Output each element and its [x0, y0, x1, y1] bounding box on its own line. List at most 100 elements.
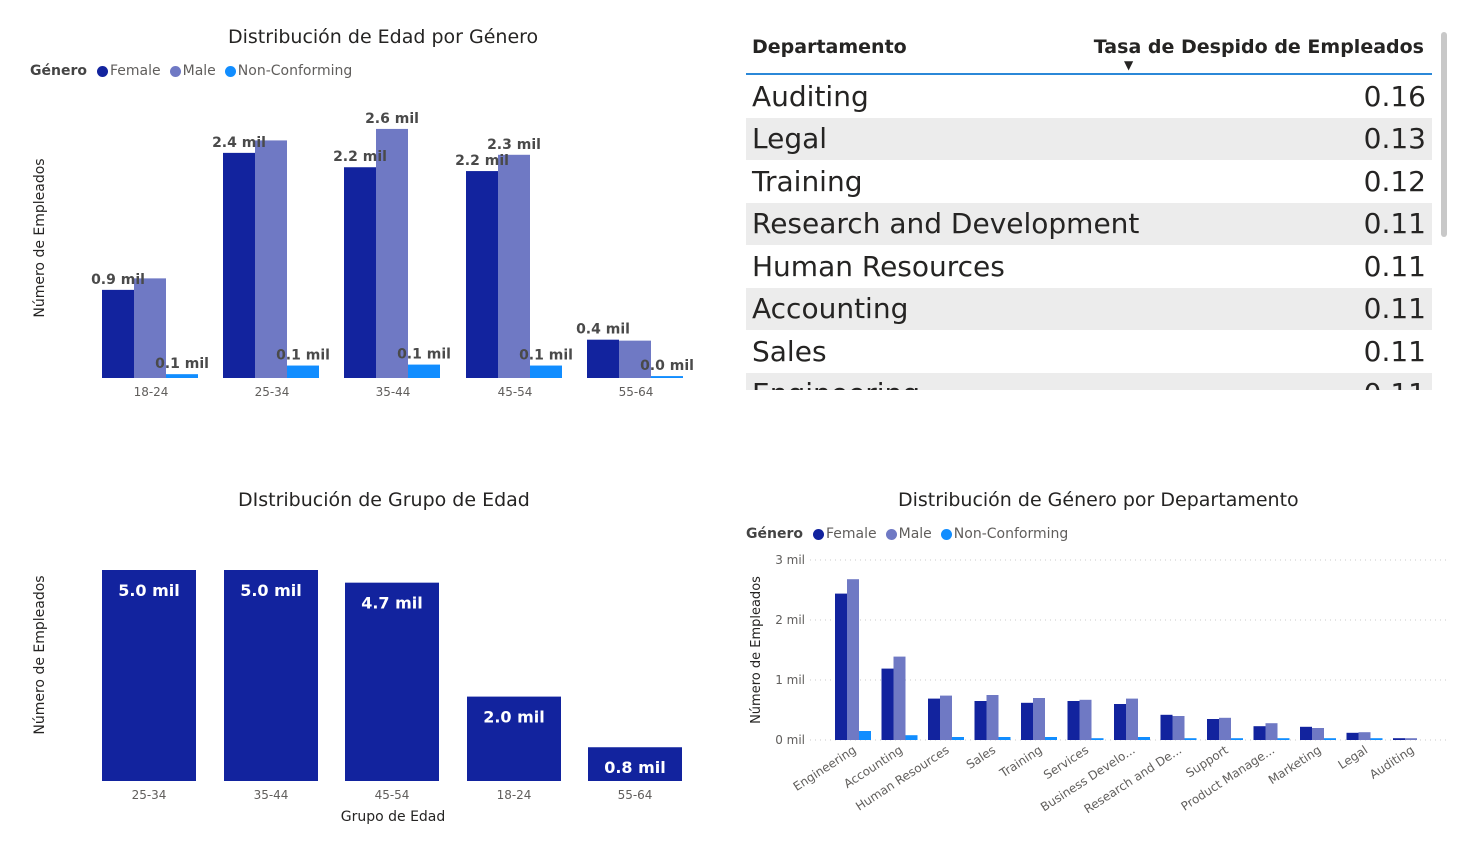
- legend-item-non-conforming[interactable]: Non-Conforming: [940, 526, 1068, 542]
- dot-icon: [812, 528, 824, 540]
- bar-male[interactable]: [1312, 728, 1324, 740]
- legend-title: Género: [746, 526, 803, 542]
- sort-descending-icon[interactable]: ▼: [1124, 58, 1134, 72]
- legend-item-non-conforming[interactable]: Non-Conforming: [224, 63, 352, 79]
- bar-female[interactable]: [928, 698, 940, 740]
- legend-label: Male: [898, 526, 932, 542]
- bar-male[interactable]: [1126, 698, 1138, 740]
- bar-female-45-54[interactable]: [466, 171, 498, 378]
- cell-tasa: 0.13: [1363, 122, 1426, 156]
- cell-tasa: 0.11: [1363, 207, 1426, 241]
- bar-non-conforming-25-34[interactable]: [287, 365, 319, 378]
- bar-male[interactable]: [1405, 738, 1417, 740]
- bar-non-conforming[interactable]: [1324, 738, 1336, 740]
- cell-tasa: 0.11: [1363, 334, 1426, 368]
- bar-55-64[interactable]: [588, 747, 682, 781]
- cell-departamento: Engineering: [752, 377, 920, 390]
- bar-non-conforming[interactable]: [1138, 737, 1150, 740]
- bar-male-55-64[interactable]: [619, 340, 651, 378]
- bar-45-54[interactable]: [345, 582, 439, 781]
- table-row[interactable]: Engineering 0.11: [746, 372, 1432, 390]
- bar-non-conforming[interactable]: [859, 731, 871, 740]
- y-axis-label: Número de Empleados: [32, 158, 48, 317]
- x-tick-label: 25-34: [255, 385, 290, 399]
- bar-non-conforming-55-64[interactable]: [651, 376, 683, 378]
- bar-male[interactable]: [986, 695, 999, 740]
- bar-male[interactable]: [1265, 723, 1278, 740]
- data-label: 0.9 mil: [91, 272, 145, 288]
- table-row[interactable]: Human Resources 0.11: [746, 245, 1432, 288]
- bar-non-conforming-45-54[interactable]: [530, 365, 562, 378]
- bar-male[interactable]: [893, 656, 906, 740]
- bar-female-18-24[interactable]: [102, 289, 134, 378]
- bar-female-25-34[interactable]: [223, 152, 255, 378]
- table-row[interactable]: Legal 0.13: [746, 117, 1432, 160]
- legend-item-male[interactable]: Male: [885, 526, 932, 542]
- bar-male[interactable]: [1172, 716, 1185, 740]
- bar-non-conforming-35-44[interactable]: [408, 364, 440, 378]
- legend-item-female[interactable]: Female: [96, 63, 161, 79]
- table-scrollbar[interactable]: [1441, 32, 1447, 237]
- bar-non-conforming[interactable]: [1184, 738, 1197, 740]
- column-header-departamento[interactable]: Departamento: [752, 36, 907, 58]
- bar-female-55-64[interactable]: [587, 339, 619, 378]
- bar-non-conforming-18-24[interactable]: [166, 374, 198, 378]
- bar-male[interactable]: [1219, 717, 1231, 740]
- bar-non-conforming[interactable]: [905, 735, 918, 740]
- bar-35-44[interactable]: [224, 570, 318, 781]
- bar-female[interactable]: [974, 701, 987, 740]
- legend-item-male[interactable]: Male: [169, 63, 216, 79]
- x-tick-label: Training: [996, 743, 1044, 781]
- bar-female[interactable]: [1253, 726, 1266, 740]
- cell-tasa: 0.11: [1364, 377, 1426, 390]
- bar-male[interactable]: [1358, 732, 1371, 740]
- bar-male-25-34[interactable]: [255, 140, 287, 378]
- bar-non-conforming[interactable]: [1091, 738, 1104, 740]
- y-tick-label: 1 mil: [775, 673, 805, 687]
- age-gender-chart: Número de Empleados 0.9 mil 0.1 mil 18-24 2…: [32, 111, 694, 399]
- bar-non-conforming[interactable]: [1277, 738, 1290, 740]
- bar-male[interactable]: [1033, 698, 1045, 740]
- bar-non-conforming[interactable]: [1231, 738, 1243, 740]
- table-row[interactable]: Research and Development 0.11: [746, 202, 1432, 245]
- bar-non-conforming[interactable]: [952, 737, 964, 740]
- bar-male-45-54[interactable]: [498, 154, 530, 378]
- bar-25-34[interactable]: [102, 570, 196, 781]
- department-table: Departamento Tasa de Despido de Empleado…: [746, 28, 1432, 390]
- bar-non-conforming[interactable]: [998, 737, 1011, 740]
- bar-female[interactable]: [1021, 702, 1033, 740]
- bar-male[interactable]: [1079, 699, 1092, 740]
- y-tick-label: 0 mil: [775, 733, 805, 747]
- bar-male[interactable]: [847, 579, 859, 740]
- table-row[interactable]: Accounting 0.11: [746, 287, 1432, 330]
- chart1-legend: Género Female Male Non-Conforming: [30, 63, 357, 79]
- bar-female[interactable]: [1160, 714, 1173, 740]
- bar-non-conforming[interactable]: [1045, 737, 1057, 740]
- bar-female-35-44[interactable]: [344, 167, 376, 378]
- bar-male-18-24[interactable]: [134, 278, 166, 378]
- bar-male[interactable]: [940, 695, 952, 740]
- bar-female[interactable]: [1114, 704, 1126, 740]
- bar-female[interactable]: [1393, 738, 1405, 740]
- table-row[interactable]: Training 0.12: [746, 160, 1432, 203]
- table-row[interactable]: Sales 0.11: [746, 330, 1432, 373]
- cell-departamento: Accounting: [752, 292, 909, 326]
- bar-18-24[interactable]: [467, 696, 561, 781]
- data-label: 0.1 mil: [397, 347, 451, 363]
- bar-female[interactable]: [1300, 726, 1312, 740]
- bar-female[interactable]: [1346, 732, 1359, 740]
- bar-female[interactable]: [835, 593, 847, 740]
- x-tick-label: 18-24: [134, 385, 169, 399]
- x-tick-label: Auditing: [1367, 743, 1417, 782]
- bar-female[interactable]: [881, 668, 894, 740]
- data-label: 0.1 mil: [276, 348, 330, 364]
- bar-female[interactable]: [1207, 719, 1219, 740]
- column-header-tasa[interactable]: Tasa de Despido de Empleados: [1093, 36, 1424, 58]
- chart3-title: Distribución de Género por Departamento: [898, 489, 1299, 511]
- bar-female[interactable]: [1067, 701, 1080, 740]
- cell-departamento: Training: [752, 164, 863, 198]
- legend-item-female[interactable]: Female: [812, 526, 877, 542]
- bar-non-conforming[interactable]: [1370, 738, 1383, 740]
- table-row[interactable]: Auditing 0.16: [746, 75, 1432, 118]
- bar-male-35-44[interactable]: [376, 128, 408, 378]
